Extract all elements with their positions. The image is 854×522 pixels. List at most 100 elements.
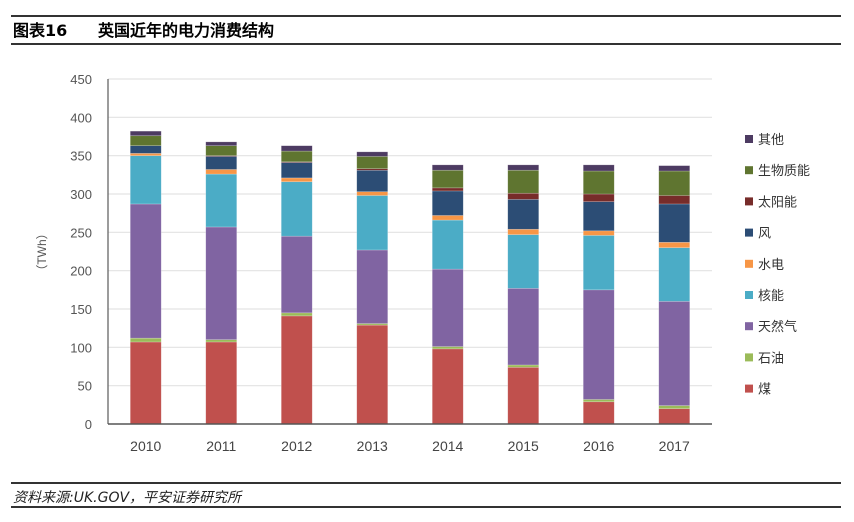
- bar-segment: [280, 315, 313, 425]
- legend-label: 水电: [758, 258, 784, 273]
- y-tick-label: 0: [85, 417, 92, 432]
- y-tick-label: 300: [70, 187, 92, 202]
- bar-segment: [356, 151, 389, 157]
- bar-segment: [129, 155, 162, 205]
- bar-segment: [431, 169, 464, 189]
- bar-segment: [431, 164, 464, 171]
- legend-swatch: [745, 353, 753, 362]
- bar-segment: [582, 399, 615, 403]
- legend-label: 天然气: [758, 319, 797, 335]
- legend-swatch: [745, 259, 753, 268]
- bar-segment: [507, 169, 540, 194]
- legend-label: 其他: [758, 133, 784, 148]
- y-tick-label: 50: [78, 379, 92, 394]
- legend-label: 石油: [758, 351, 784, 366]
- bar-segment: [507, 366, 540, 425]
- bar-segment: [356, 195, 389, 251]
- bar-segment: [205, 156, 238, 170]
- y-tick-label: 200: [70, 264, 92, 279]
- chart-title: 英国近年的电力消费结构: [98, 21, 275, 40]
- legend-label: 太阳能: [758, 195, 797, 210]
- bar-segment: [658, 301, 691, 406]
- x-tick-label: 2016: [583, 438, 614, 454]
- bar-segment: [582, 235, 615, 291]
- bar-segment: [658, 203, 691, 243]
- bar-segment: [205, 226, 238, 340]
- legend-label: 风: [758, 227, 771, 242]
- y-tick-label: 450: [70, 72, 92, 87]
- bar-segment: [205, 145, 238, 156]
- bar-segment: [507, 192, 540, 200]
- x-tick-label: 2011: [206, 438, 236, 454]
- bar-segment: [356, 156, 389, 170]
- bar-segment: [658, 405, 691, 409]
- bar-segment: [129, 203, 162, 339]
- bar-segment: [582, 401, 615, 425]
- y-tick-label: 100: [70, 340, 92, 355]
- bar-segment: [658, 242, 691, 248]
- bar-segment: [431, 215, 464, 221]
- bar-segment: [507, 228, 540, 235]
- bar-segment: [507, 364, 540, 368]
- x-tick-label: 2013: [357, 438, 388, 454]
- bar-segment: [280, 177, 313, 183]
- bar-segment: [280, 145, 313, 152]
- y-axis-label: （TWh）: [35, 227, 49, 276]
- legend-label: 核能: [758, 289, 784, 304]
- bar-segment: [356, 169, 389, 193]
- bar-segment: [205, 155, 238, 157]
- bar-segment: [431, 348, 464, 425]
- bar-segment: [582, 170, 615, 195]
- figure-label: 图表16: [13, 21, 68, 40]
- bar-segment: [658, 165, 691, 172]
- y-tick-label: 350: [70, 149, 92, 164]
- bar-segment: [129, 153, 162, 156]
- bar-segment: [582, 201, 615, 232]
- source-note: 资料来源:UK.GOV，平安证券研究所: [13, 490, 242, 506]
- legend-swatch: [745, 291, 753, 299]
- legend-swatch: [745, 166, 753, 175]
- bar-segment: [356, 324, 389, 425]
- x-tick-label: 2015: [508, 438, 539, 454]
- bar-segment: [205, 173, 238, 228]
- x-tick-label: 2014: [432, 438, 463, 454]
- bar-segment: [658, 195, 691, 205]
- bar-segment: [205, 141, 238, 147]
- legend-swatch: [745, 322, 753, 331]
- bar-segment: [507, 234, 540, 289]
- bar-segment: [582, 289, 615, 400]
- legend-swatch: [745, 384, 753, 393]
- top-rule: [11, 15, 841, 17]
- bar-segment: [356, 249, 389, 324]
- legend-swatch: [745, 135, 753, 143]
- legend-swatch: [745, 197, 753, 206]
- bar-segment: [280, 235, 313, 314]
- footer-top-rule: [11, 482, 841, 484]
- bar-segment: [129, 341, 162, 425]
- bar-segment: [280, 162, 313, 179]
- bar-segment: [280, 150, 313, 163]
- bar-segment: [431, 219, 464, 270]
- bar-segment: [507, 287, 540, 366]
- legend-swatch: [745, 228, 753, 237]
- bar-segment: [507, 164, 540, 171]
- footer-bottom-rule: [11, 506, 841, 508]
- x-tick-label: 2010: [130, 438, 161, 454]
- bar-segment: [582, 230, 615, 236]
- y-tick-label: 150: [70, 302, 92, 317]
- bar-segment: [356, 323, 389, 326]
- x-tick-label: 2012: [281, 438, 312, 454]
- legend-label: 煤: [758, 383, 771, 398]
- legend-label: 生物质能: [758, 164, 810, 179]
- x-tick-label: 2017: [659, 438, 690, 454]
- bar-segment: [205, 341, 238, 425]
- bar-segment: [431, 190, 464, 216]
- bar-segment: [431, 268, 464, 347]
- bar-segment: [582, 193, 615, 202]
- y-tick-label: 250: [70, 225, 92, 240]
- bar-segment: [507, 199, 540, 230]
- bar-segment: [280, 181, 313, 237]
- bar-segment: [205, 339, 238, 343]
- bar-segment: [129, 135, 162, 147]
- bar-segment: [205, 169, 238, 175]
